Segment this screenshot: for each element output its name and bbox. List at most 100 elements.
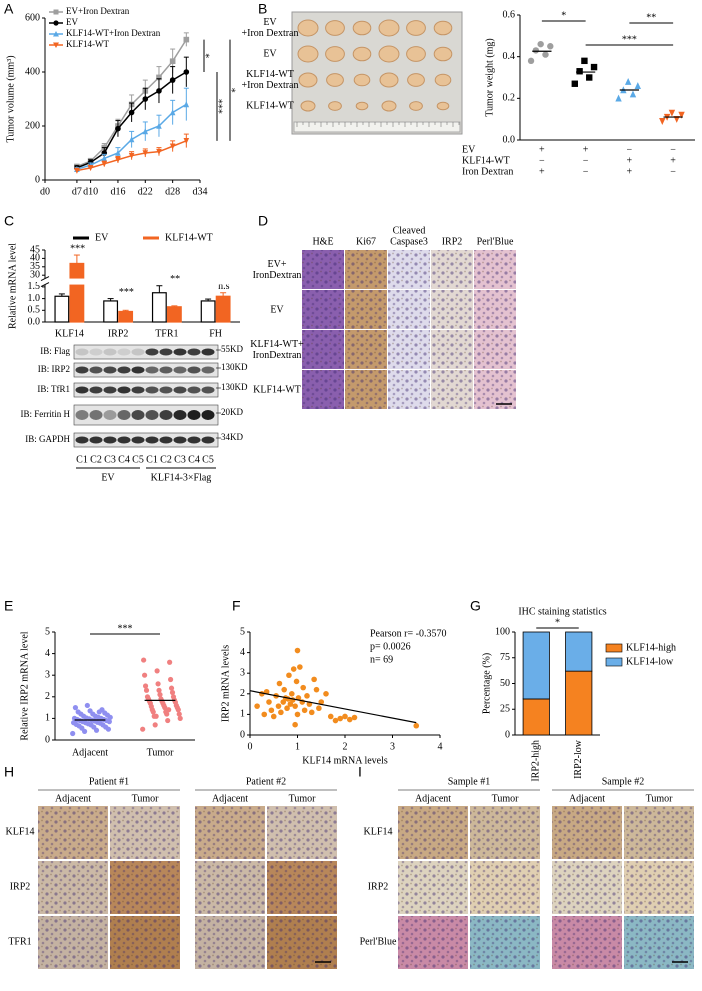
- marker: [142, 96, 149, 102]
- row-label: IRP2: [10, 881, 31, 892]
- x-tick-label: IRP2-low: [573, 739, 584, 779]
- point: [292, 703, 298, 709]
- significance-label: *: [230, 88, 241, 93]
- ihc-texture: [470, 916, 540, 969]
- x-tick-label: 0: [248, 741, 253, 752]
- x-tick-label: KLF14: [55, 328, 84, 339]
- blot-size-label: 34KD: [221, 432, 243, 442]
- ihc-texture: [624, 916, 694, 969]
- significance-label: ***: [622, 34, 637, 45]
- row-label: KLF14-WT+: [250, 339, 304, 350]
- x-tick-label: 2: [343, 741, 348, 752]
- table-sign: +: [583, 144, 589, 155]
- band: [89, 386, 103, 394]
- y-tick-label: 5: [45, 626, 50, 637]
- band: [173, 386, 187, 394]
- marker: [140, 726, 146, 732]
- photo-row-label: +Iron Dextran: [241, 28, 298, 39]
- point: [275, 703, 282, 709]
- panel-letter: C: [4, 213, 14, 229]
- band: [117, 386, 131, 394]
- marker: [115, 156, 121, 164]
- ihc-texture: [470, 861, 540, 914]
- ihc-texture: [38, 916, 108, 969]
- tumor: [381, 100, 397, 112]
- ihc-texture: [345, 290, 387, 329]
- tumor: [328, 101, 342, 111]
- marker: [527, 57, 535, 65]
- significance-label: **: [646, 12, 656, 23]
- table-label: KLF14-WT: [462, 155, 510, 166]
- band: [159, 348, 173, 356]
- y-axis-label: IRP2 mRNA levels: [220, 645, 231, 722]
- point: [318, 699, 325, 705]
- point: [286, 672, 292, 679]
- point: [270, 713, 277, 720]
- ihc-texture: [302, 330, 344, 369]
- photo-row-label: EV: [263, 17, 277, 28]
- x-tick-label: d0: [40, 186, 50, 197]
- tumor: [355, 101, 369, 111]
- chart-title: IHC staining statistics: [518, 606, 606, 617]
- point: [300, 684, 307, 691]
- tumor: [433, 20, 453, 36]
- significance-label: n.s: [218, 281, 230, 292]
- tumor: [326, 73, 344, 87]
- group-header: Patient #1: [89, 776, 129, 787]
- marker: [183, 69, 190, 75]
- marker: [532, 47, 540, 54]
- row-label: IronDextran: [253, 270, 302, 281]
- tumor: [297, 45, 319, 63]
- band: [89, 348, 103, 356]
- lane-label: C2: [160, 454, 172, 465]
- marker: [167, 659, 173, 665]
- panel-letter: I: [358, 764, 362, 780]
- marker: [152, 722, 158, 728]
- point: [294, 711, 301, 718]
- bar: [54, 295, 70, 323]
- y-tick-label: 1.0: [28, 293, 41, 304]
- significance-label: ***: [119, 287, 134, 298]
- band: [75, 410, 89, 420]
- column-header: Cleaved: [393, 225, 426, 236]
- marker: [586, 74, 593, 81]
- ihc-texture: [474, 250, 516, 289]
- x-tick-label: d28: [165, 186, 180, 197]
- marker: [624, 77, 632, 85]
- panel-letter: H: [4, 764, 14, 780]
- marker: [115, 149, 121, 156]
- marker: [143, 687, 150, 693]
- band: [145, 366, 159, 374]
- marker: [167, 676, 174, 683]
- group-label: EV: [101, 472, 115, 483]
- row-label: KLF14: [6, 826, 35, 837]
- table-sign: −: [583, 166, 589, 177]
- band: [89, 436, 103, 444]
- marker: [615, 94, 622, 102]
- band: [117, 348, 131, 356]
- y-tick-label: 0: [35, 174, 40, 185]
- band: [173, 366, 187, 374]
- ihc-texture: [267, 916, 337, 969]
- point: [280, 699, 287, 705]
- x-tick-label: 1: [295, 741, 300, 752]
- marker: [177, 715, 183, 722]
- ihc-texture: [345, 250, 387, 289]
- marker: [165, 717, 171, 724]
- tumor: [352, 46, 372, 62]
- band: [201, 410, 215, 420]
- y-tick-label: 0.0: [28, 316, 41, 327]
- column-header: IRP2: [442, 236, 463, 247]
- panel-letter: D: [258, 213, 268, 229]
- point: [278, 709, 284, 716]
- bar-segment: [565, 631, 593, 672]
- point: [281, 686, 288, 693]
- marker: [169, 143, 176, 150]
- ihc-texture: [474, 330, 516, 369]
- band: [117, 410, 131, 420]
- tumor: [353, 73, 371, 87]
- band: [187, 348, 201, 356]
- tumor: [297, 19, 319, 37]
- tumor: [325, 20, 345, 36]
- significance-label: ***: [70, 243, 85, 254]
